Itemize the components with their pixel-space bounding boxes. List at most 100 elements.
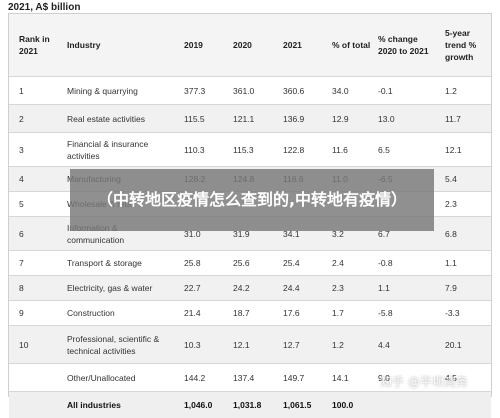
cell-trend: 11.7 <box>445 113 461 124</box>
overlay-title-banner: （中转地区疫情怎么查到的,中转地有疫情） <box>70 169 434 231</box>
cell-industry: Transport & storage <box>67 258 142 268</box>
cell-rank: 7 <box>19 258 24 268</box>
cell-2020: 361.0 <box>233 85 255 96</box>
cell-change: 9.0 <box>378 372 390 383</box>
cell-rank: 4 <box>19 174 24 184</box>
cell-rank: 9 <box>19 308 24 318</box>
header-2021: 2021 <box>283 40 302 50</box>
cell-trend: 20.1 <box>445 339 462 350</box>
cell-pct-total: 11.6 <box>332 144 348 155</box>
cell-2020: 115.3 <box>233 144 254 155</box>
cell-2020: 1,031.8 <box>233 400 262 410</box>
cell-rank: 8 <box>19 283 24 293</box>
cell-2021: 24.4 <box>283 283 300 293</box>
cell-industry: Construction <box>67 308 115 318</box>
cell-industry: Mining & quarrying <box>67 85 138 96</box>
cell-trend: -3.3 <box>445 308 460 318</box>
header-rank: Rank in 2021 <box>19 34 50 56</box>
cell-2020: 18.7 <box>233 308 250 318</box>
table-row: 2 Real estate activities 115.5 121.1 136.9 12… <box>9 104 491 132</box>
table-row: 3 Financial & insurance activities 110.3 11… <box>9 132 491 166</box>
cell-2020: 12.1 <box>233 339 250 350</box>
cell-trend: 4.5 <box>445 372 457 383</box>
header-trend: 5-year trend % growth <box>445 28 477 62</box>
table-row: Other/Unallocated 144.2 137.4 149.7 14.1 9.0 4… <box>9 363 491 391</box>
cell-2021: 360.6 <box>283 85 305 96</box>
cell-rank: 1 <box>19 85 24 96</box>
cell-rank: 2 <box>19 113 24 124</box>
cell-pct-total: 2.3 <box>332 283 344 293</box>
table-row: 9 Construction 21.4 18.7 17.6 1.7 -5.8 -3.3 <box>9 300 491 325</box>
cell-pct-total: 3.2 <box>332 228 344 239</box>
cell-2019: 377.3 <box>184 85 206 96</box>
cell-2020: 137.4 <box>233 372 255 383</box>
table-total-row: All industries 1,046.0 1,031.8 1,061.5 100.0 <box>9 391 491 418</box>
cell-rank <box>19 392 59 418</box>
cell-rank: 10 <box>19 339 29 350</box>
cell-change: 6.5 <box>378 144 390 155</box>
header-2020: 2020 <box>233 40 252 50</box>
cell-2020: 25.6 <box>233 258 250 268</box>
cell-2021: 25.4 <box>283 258 300 268</box>
cell-rank: 6 <box>19 228 24 239</box>
cell-pct-total: 100.0 <box>332 400 354 410</box>
table-row: 7 Transport & storage 25.8 25.6 25.4 2.4 -0.8 1… <box>9 250 491 275</box>
cell-pct-total: 12.9 <box>332 113 349 124</box>
cell-change: -0.8 <box>378 258 393 268</box>
cell-trend: 2.3 <box>445 199 457 209</box>
cell-industry: All industries <box>67 400 121 410</box>
table-row: 1 Mining & quarrying 377.3 361.0 360.6 34.0 -0… <box>9 76 491 104</box>
cell-industry: Electricity, gas & water <box>67 283 153 293</box>
cell-change <box>378 392 432 418</box>
cell-2019: 144.2 <box>184 372 206 383</box>
cell-industry: Professional, scientific & technical act… <box>67 333 160 356</box>
table-header-row: Rank in 2021 Industry 2019 2020 2021 % o… <box>9 14 491 76</box>
header-industry: Industry <box>67 40 101 50</box>
table-caption: 2021, A$ billion <box>8 2 81 13</box>
cell-2021: 12.7 <box>283 339 300 350</box>
cell-trend: 5.4 <box>445 174 457 184</box>
cell-pct-total: 2.4 <box>332 258 344 268</box>
cell-2021: 149.7 <box>283 372 305 383</box>
cell-trend <box>445 392 489 418</box>
cell-2021: 17.6 <box>283 308 300 318</box>
cell-rank <box>19 364 59 391</box>
table-row: 8 Electricity, gas & water 22.7 24.2 24.4 2.3… <box>9 275 491 300</box>
cell-change: 6.7 <box>378 228 390 239</box>
cell-trend: 6.8 <box>445 228 457 239</box>
cell-change: 13.0 <box>378 113 395 124</box>
header-pct-total: % of total <box>332 40 371 50</box>
cell-pct-total: 1.2 <box>332 339 344 350</box>
table-row: 10 Professional, scientific & technical a… <box>9 325 491 363</box>
cell-2019: 31.0 <box>184 228 201 239</box>
cell-pct-total: 14.1 <box>332 372 349 383</box>
cell-trend: 12.1 <box>445 144 462 155</box>
cell-2021: 1,061.5 <box>283 400 312 410</box>
cell-change: -5.8 <box>378 308 393 318</box>
cell-industry: Real estate activities <box>67 113 145 124</box>
cell-pct-total: 1.7 <box>332 308 344 318</box>
cell-2019: 110.3 <box>184 144 205 155</box>
cell-2019: 1,046.0 <box>184 400 213 410</box>
cell-2020: 31.9 <box>233 228 250 239</box>
cell-2021: 136.9 <box>283 113 305 124</box>
cell-2019: 25.8 <box>184 258 201 268</box>
cell-industry: Other/Unallocated <box>67 372 136 383</box>
cell-2021: 122.8 <box>283 144 305 155</box>
cell-2019: 22.7 <box>184 283 201 293</box>
cell-2020: 121.1 <box>233 113 255 124</box>
cell-2021: 34.1 <box>283 228 300 239</box>
cell-change: -0.1 <box>378 85 393 96</box>
cell-2019: 115.5 <box>184 113 205 124</box>
cell-trend: 1.1 <box>445 258 457 268</box>
cell-rank: 5 <box>19 199 24 209</box>
cell-2019: 10.3 <box>184 339 201 350</box>
cell-trend: 7.9 <box>445 283 457 293</box>
header-change: % change 2020 to 2021 <box>378 34 429 56</box>
cell-change: 4.4 <box>378 339 390 350</box>
header-2019: 2019 <box>184 40 203 50</box>
cell-trend: 1.2 <box>445 85 457 96</box>
cell-industry: Financial & insurance activities <box>67 138 149 161</box>
cell-2020: 24.2 <box>233 283 250 293</box>
cell-pct-total: 34.0 <box>332 85 349 96</box>
